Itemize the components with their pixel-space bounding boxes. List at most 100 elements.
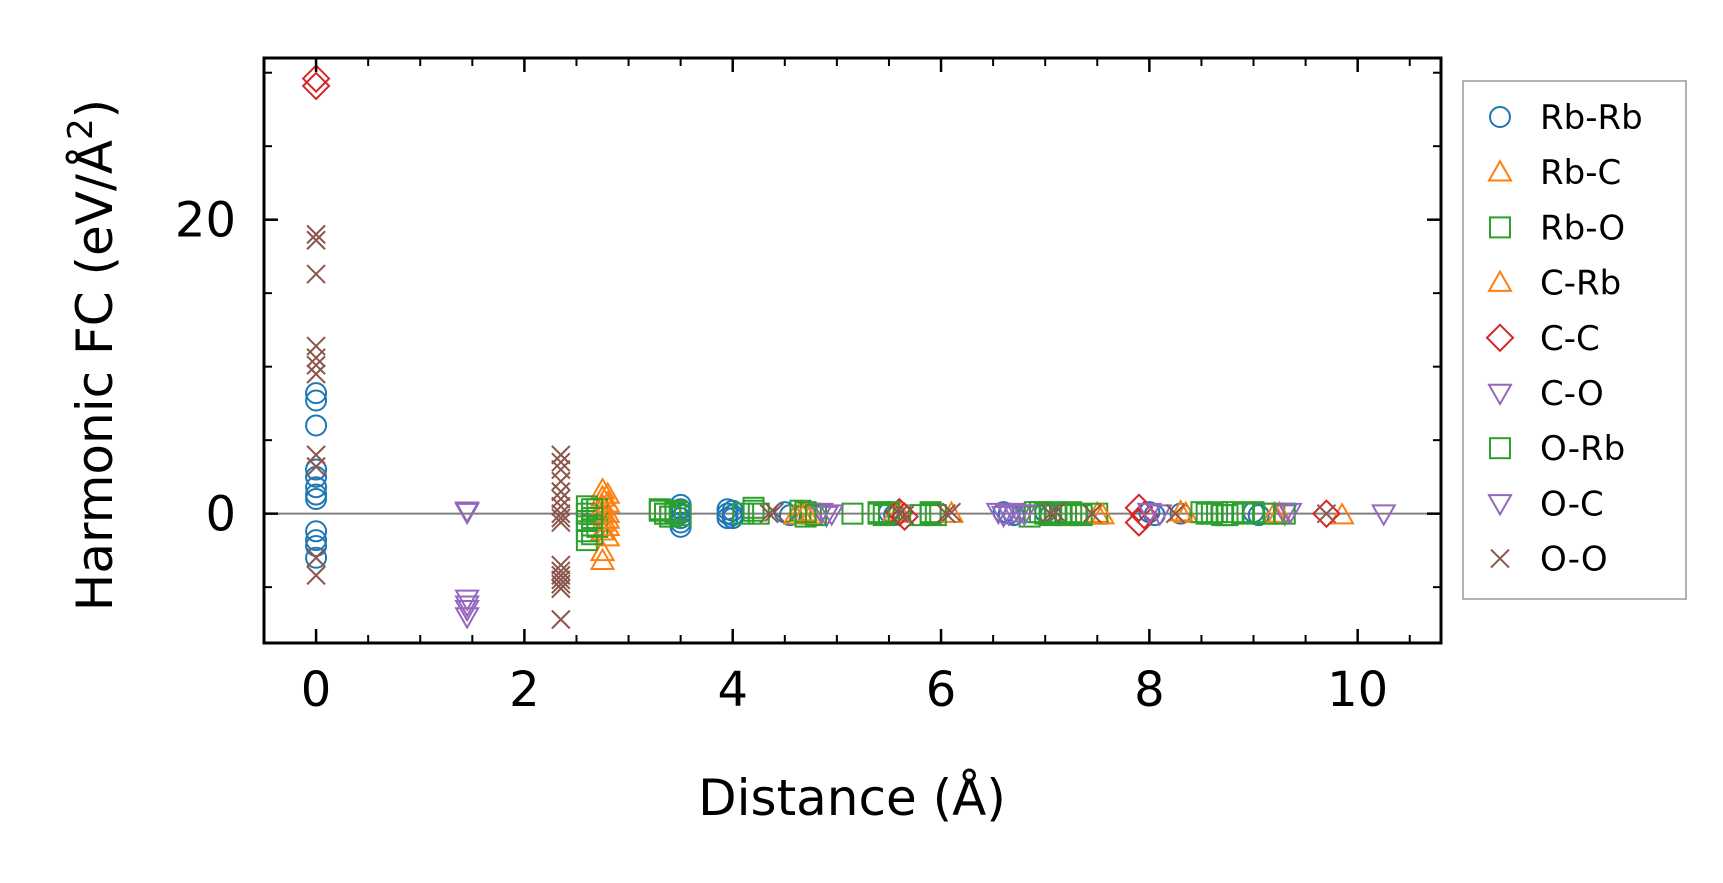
data-point-o-o — [306, 264, 326, 284]
data-point-rb-o — [841, 502, 864, 525]
legend-marker-o-c — [1487, 494, 1513, 517]
data-point-o-c — [1147, 504, 1173, 527]
data-point-o-o — [551, 570, 571, 590]
data-point-o-o — [306, 355, 326, 375]
data-point-rb-rb — [305, 487, 328, 510]
data-point-o-o — [1045, 502, 1066, 522]
data-point-o-rb — [919, 502, 942, 525]
data-point-o-o — [551, 445, 571, 465]
legend-label-o-rb: O-Rb — [1540, 429, 1625, 469]
data-point-rb-rb — [305, 476, 328, 499]
data-point-o-rb — [1216, 504, 1239, 527]
y-axis-label-main: Harmonic FC (eV/Å — [66, 140, 124, 611]
y-axis-label: Harmonic FC (eV/Å2) — [61, 99, 124, 611]
data-point-o-o — [306, 230, 326, 250]
data-point-o-rb — [669, 504, 692, 527]
legend-label-rb-c: Rb-C — [1540, 153, 1621, 193]
data-point-c-o — [454, 599, 480, 623]
data-point-o-o — [1316, 503, 1337, 524]
data-point-o-o — [1165, 503, 1186, 524]
data-point-c-o — [1136, 502, 1163, 526]
data-point-o-o — [1040, 503, 1061, 524]
legend-label-c-rb: C-Rb — [1540, 264, 1621, 304]
data-point-o-o — [764, 502, 785, 522]
x-tick-label: 4 — [717, 662, 748, 718]
data-point-o-o — [551, 555, 571, 575]
data-point-o-o — [306, 364, 326, 384]
data-point-o-o — [551, 578, 571, 599]
legend-label-o-c: O-C — [1540, 484, 1604, 524]
data-point-c-o — [985, 502, 1012, 526]
x-tick-label: 10 — [1327, 662, 1388, 718]
legend-marker-c-o — [1487, 383, 1513, 407]
data-point-o-o — [306, 224, 326, 245]
data-point-c-c — [1312, 499, 1341, 529]
data-point-o-o — [889, 503, 910, 524]
legend-label-o-o: O-O — [1540, 540, 1608, 580]
data-point-o-o — [551, 574, 571, 594]
data-point-rb-rb — [305, 414, 328, 437]
x-tick-label: 0 — [301, 662, 332, 718]
data-point-rb-rb — [305, 546, 328, 569]
axes: 0 2 4 6 8 10 0 20 — [175, 56, 1443, 718]
data-point-o-c — [1277, 502, 1303, 526]
data-point-rb-rb — [305, 389, 328, 412]
data-point-c-rb — [1089, 502, 1116, 525]
legend-marker-c-c — [1485, 323, 1515, 353]
data-point-rb-rb — [305, 534, 328, 557]
data-point-c-o — [1370, 504, 1397, 527]
data-point-c-c — [890, 502, 919, 532]
data-point-rb-c — [1329, 502, 1355, 525]
data-point-o-c — [454, 502, 480, 526]
data-point-rb-c — [589, 547, 616, 570]
data-point-o-rb — [1242, 501, 1265, 524]
legend-label-c-o: C-O — [1540, 374, 1604, 414]
data-point-o-c — [818, 504, 845, 527]
data-point-rb-rb — [305, 529, 328, 552]
data-point-o-c — [1011, 504, 1038, 527]
data-point-c-rb — [1167, 499, 1194, 522]
legend-label-rb-o: Rb-O — [1540, 208, 1625, 248]
data-point-o-o — [551, 503, 571, 524]
data-point-o-rb — [742, 499, 765, 522]
x-tick-label: 6 — [926, 662, 957, 718]
legend-label-rb-rb: Rb-Rb — [1540, 98, 1643, 138]
data-point-o-o — [551, 452, 571, 472]
data-point-o-c — [996, 504, 1022, 527]
data-point-rb-rb — [1247, 504, 1270, 527]
data-point-o-o — [306, 548, 326, 568]
data-point-o-o — [306, 565, 326, 586]
data-point-rb-rb — [305, 458, 328, 481]
y-tick-label: 0 — [205, 487, 236, 543]
data-point-o-o — [936, 503, 956, 524]
data-point-o-o — [551, 481, 571, 502]
x-tick-label: 8 — [1134, 662, 1165, 718]
data-point-o-c — [454, 595, 480, 618]
data-point-o-o — [551, 489, 571, 509]
legend-marker-c-rb — [1487, 269, 1513, 292]
data-point-o-o — [759, 503, 779, 524]
plot-frame — [262, 56, 1443, 645]
data-point-o-o — [306, 456, 326, 477]
data-point-o-o — [1082, 503, 1102, 524]
y-tick-label: 20 — [175, 193, 236, 249]
data-point-o-o — [941, 502, 962, 522]
y-axis-label-close: ) — [66, 99, 124, 119]
y-axis-label-superscript: 2 — [61, 118, 101, 140]
data-point-o-o — [551, 609, 571, 630]
data-point-rb-rb — [305, 382, 328, 405]
data-point-c-o — [454, 607, 480, 630]
data-point-o-rb — [664, 499, 687, 522]
data-point-rb-rb — [305, 520, 328, 543]
data-point-rb-rb — [716, 507, 739, 530]
legend-label-c-c: C-C — [1540, 319, 1600, 359]
data-point-c-c — [301, 71, 331, 101]
legend-marker-rb-c — [1487, 159, 1513, 182]
data-point-o-o — [306, 348, 326, 368]
data-point-o-o — [551, 471, 571, 492]
data-point-o-o — [894, 505, 915, 525]
x-tick-label: 2 — [509, 662, 540, 718]
legend-marker-o-o — [1490, 548, 1510, 569]
data-point-o-rb — [581, 523, 604, 546]
